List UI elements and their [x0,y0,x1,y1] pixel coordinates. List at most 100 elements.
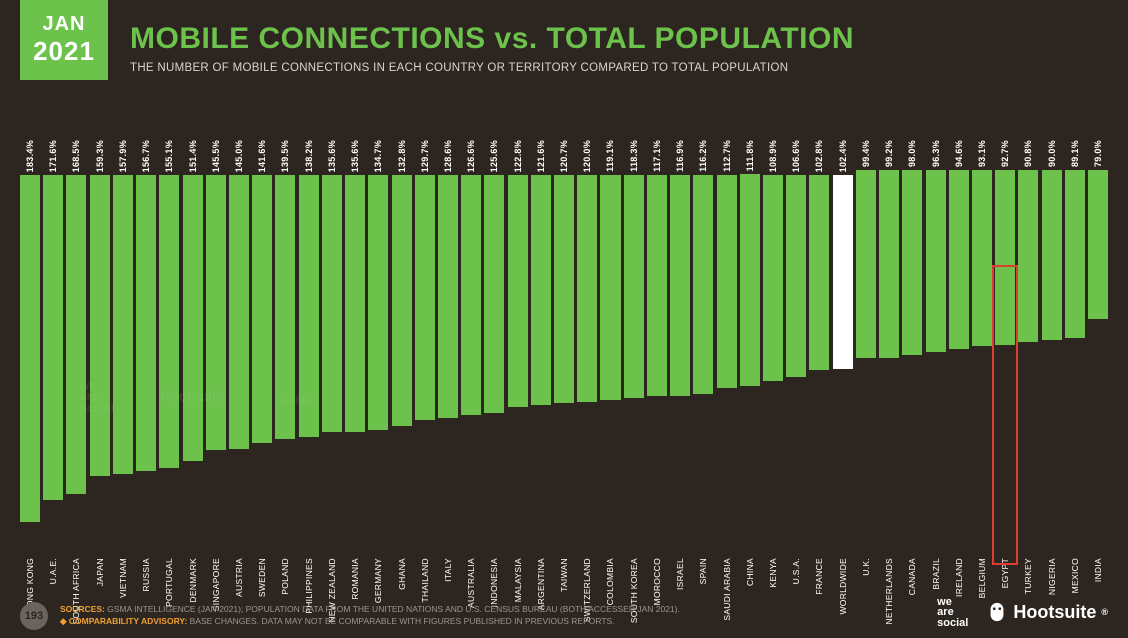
category-label: BELGIUM [977,558,987,598]
category-label: INDONESIA [489,558,499,607]
bar [647,175,667,396]
category-label: THAILAND [420,558,430,602]
bar-item: 156.7% [136,140,156,558]
bar [136,175,156,471]
bar-item: 98.0% [902,140,922,558]
category-label: U.S.A. [791,558,801,584]
bar-value-label: 129.7% [420,140,430,172]
bar-value-label: 141.6% [257,140,267,172]
bar-item: 90.0% [1042,140,1062,558]
bar-value-label: 135.6% [327,140,337,172]
bar-value-label: 116.9% [675,140,685,172]
page-subtitle: THE NUMBER OF MOBILE CONNECTIONS IN EACH… [130,62,1108,74]
category-label: GERMANY [373,558,383,603]
category-label: COLOMBIA [605,558,615,605]
bar-item: 118.3% [624,140,644,558]
bar-item: 112.7% [717,140,737,558]
bar-value-label: 128.6% [443,140,453,172]
bar-value-label: 93.1% [977,140,987,167]
category-label: RUSSIA [141,558,151,591]
bar-item: 120.7% [554,140,574,558]
bar-item: 138.2% [299,140,319,558]
bar [159,175,179,468]
hootsuite-text: Hootsuite [1013,602,1096,623]
bar-item: 159.3% [90,140,110,558]
bar [1018,170,1038,342]
bar-value-label: 96.3% [931,140,941,167]
bar [484,175,504,412]
bar [461,175,481,414]
category-label: INDIA [1093,558,1103,582]
category-label: ROMANIA [350,558,360,600]
bar-item: 126.6% [461,140,481,558]
bar-item: 171.6% [43,140,63,558]
bar-value-label: 157.9% [118,140,128,172]
category-label: MEXICO [1070,558,1080,593]
bar-item: 132.8% [392,140,412,558]
bar-value-label: 106.6% [791,140,801,172]
bar-item: 145.5% [206,140,226,558]
page-title: MOBILE CONNECTIONS vs. TOTAL POPULATION [130,22,1108,56]
logo-line: are [937,607,968,617]
bar [438,175,458,418]
page-number: 193 [20,602,48,630]
bar [345,175,365,431]
bar-item: 141.6% [252,140,272,558]
bar-item: 79.0% [1088,140,1108,558]
bar [786,175,806,376]
bar-item: 183.4% [20,140,40,558]
bar-value-label: 108.9% [768,140,778,172]
bar [1042,170,1062,340]
bar [113,175,133,473]
bar-value-label: 79.0% [1093,140,1103,167]
bar [508,175,528,407]
bar-item: 129.7% [415,140,435,558]
bar-value-label: 102.8% [814,140,824,172]
bar [693,175,713,395]
bar [252,175,272,443]
bar [670,175,690,396]
date-badge: JAN 2021 [20,0,108,80]
bar-item: 94.6% [949,140,969,558]
category-label: MOROCCO [652,558,662,605]
bar [856,170,876,358]
category-label: BRAZIL [931,558,941,590]
bar-item: 134.7% [368,140,388,558]
bar [43,175,63,499]
bar [20,175,40,522]
bar [66,175,86,493]
bar-item: 108.9% [763,140,783,558]
owl-icon [986,601,1008,623]
bar-value-label: 155.1% [164,140,174,172]
bar-item: 99.4% [856,140,876,558]
bar-value-label: 122.8% [513,140,523,172]
bar [1088,170,1108,319]
bar-value-label: 116.2% [698,140,708,172]
bar-value-label: 183.4% [25,140,35,172]
bar-value-label: 90.8% [1023,140,1033,167]
category-label: CHINA [745,558,755,586]
bar [624,175,644,399]
bar-item: 102.4% [833,140,853,558]
bar-value-label: 94.6% [954,140,964,167]
bar-chart: 183.4% 171.6% 168.5% 159.3% 157.9% 156.7% 155.… [20,140,1108,558]
category-label: EGYPT [1000,558,1010,588]
bar-value-label: 90.0% [1047,140,1057,167]
bar-item: 155.1% [159,140,179,558]
category-label: IRELAND [954,558,964,597]
header: MOBILE CONNECTIONS vs. TOTAL POPULATION … [130,22,1108,74]
bar-item: 135.6% [345,140,365,558]
category-label: GHANA [397,558,407,590]
bar [206,175,226,450]
bar-item: 135.6% [322,140,342,558]
category-label: ISRAEL [675,558,685,590]
bar-item: 89.1% [1065,140,1085,558]
bar-value-label: 168.5% [71,140,81,172]
bar-value-label: 120.0% [582,140,592,172]
footer-logos: we are social Hootsuite® [937,597,1108,628]
bar-item: 93.1% [972,140,992,558]
bar-value-label: 126.6% [466,140,476,172]
category-label: U.K. [861,558,871,576]
bar [322,175,342,431]
footer-text: SOURCES: GSMA INTELLIGENCE (JAN 2021); P… [60,604,680,628]
